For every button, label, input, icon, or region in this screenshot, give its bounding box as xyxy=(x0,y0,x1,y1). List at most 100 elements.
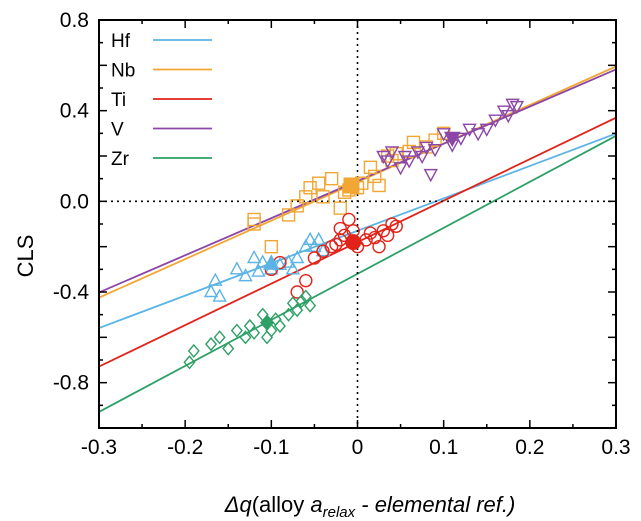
point-v xyxy=(423,168,438,183)
y-tick-label: 0.4 xyxy=(60,100,90,123)
x-axis-title-sub: relax xyxy=(323,504,356,521)
point-zr xyxy=(261,330,274,345)
point-zr xyxy=(187,343,200,359)
point-zr xyxy=(304,298,317,313)
point-hf xyxy=(208,272,223,286)
point-zr xyxy=(230,323,243,338)
point-nb xyxy=(385,153,399,168)
point-hf xyxy=(246,249,262,264)
y-tick-label: -0.8 xyxy=(53,372,89,395)
point-zr xyxy=(222,341,235,356)
point-ti xyxy=(333,221,347,236)
x-axis-title-rest: - elemental ref.) xyxy=(355,492,515,517)
point-zr xyxy=(273,318,286,334)
x-tick-label: 0.3 xyxy=(601,436,630,459)
y-tick-label: 0.0 xyxy=(60,190,89,213)
point-hf xyxy=(285,261,301,275)
y-axis-title: CLS xyxy=(13,235,38,278)
point-v xyxy=(402,155,417,169)
x-axis-title-a: a xyxy=(310,492,322,517)
x-tick-label: 0.1 xyxy=(429,436,458,459)
legend: Hf Nb Ti V Zr xyxy=(111,31,212,170)
point-hf xyxy=(272,256,288,270)
point-nb xyxy=(368,169,382,184)
x-tick-label: -0.3 xyxy=(81,436,117,459)
point-v xyxy=(397,150,413,165)
point-hf xyxy=(212,288,227,302)
point-hf xyxy=(298,238,313,252)
point-ti xyxy=(307,251,322,265)
point-nb xyxy=(290,199,304,213)
point-ti xyxy=(329,237,343,252)
mean-markers xyxy=(259,131,461,331)
point-v xyxy=(376,150,391,165)
point-zr xyxy=(248,325,261,340)
point-nb xyxy=(406,135,421,150)
point-nb xyxy=(247,212,261,227)
point-nb xyxy=(324,171,339,186)
point-hf xyxy=(251,263,266,277)
x-axis-title: Δq(alloy arelax - elemental ref.) xyxy=(224,492,516,521)
reference-lines xyxy=(99,20,616,428)
point-v xyxy=(427,143,443,158)
x-tick-label: 0 xyxy=(352,436,364,459)
point-ti xyxy=(316,244,330,258)
point-hf xyxy=(307,238,322,252)
point-hf xyxy=(238,268,253,282)
mean-marker-ti xyxy=(345,234,362,251)
point-nb xyxy=(281,208,296,222)
point-v xyxy=(496,105,512,119)
mean-marker-nb xyxy=(343,177,360,194)
point-v xyxy=(380,155,395,169)
point-hf xyxy=(290,249,305,264)
point-zr xyxy=(183,355,196,370)
mean-marker-v xyxy=(443,131,461,148)
point-zr xyxy=(299,289,312,304)
point-v xyxy=(384,146,400,160)
axis-ticks: -0.3 -0.2 -0.1 0 0.1 0.2 0.3 0.8 0.4 0.0 -0.4 -0.8 xyxy=(53,9,631,459)
point-v xyxy=(414,150,430,165)
point-nb xyxy=(333,201,347,215)
point-v xyxy=(501,109,516,124)
point-ti xyxy=(372,239,386,254)
point-ti xyxy=(380,228,395,243)
point-nb xyxy=(264,239,279,254)
point-zr xyxy=(239,330,252,345)
legend-label-hf: Hf xyxy=(111,31,131,52)
point-nb xyxy=(372,178,386,193)
legend-label-nb: Nb xyxy=(111,61,135,82)
point-hf xyxy=(203,283,219,298)
point-zr xyxy=(204,337,218,352)
legend-label-zr: Zr xyxy=(111,149,130,170)
point-ti xyxy=(299,273,313,288)
point-hf xyxy=(229,261,245,275)
y-tick-label: -0.4 xyxy=(53,281,90,304)
point-nb xyxy=(303,181,317,195)
legend-label-ti: Ti xyxy=(111,90,126,111)
point-zr xyxy=(295,293,308,309)
x-tick-label: -0.2 xyxy=(167,436,203,459)
point-nb xyxy=(312,176,326,190)
mean-marker-hf xyxy=(262,254,280,270)
point-nb xyxy=(363,160,378,175)
point-v xyxy=(488,114,503,128)
x-tick-label: -0.1 xyxy=(253,436,289,459)
point-ti xyxy=(376,224,391,238)
mean-marker-zr xyxy=(259,314,275,331)
x-axis-title-prefix: Δq xyxy=(224,492,253,517)
point-v xyxy=(509,100,525,115)
point-zr xyxy=(291,303,304,318)
point-v xyxy=(479,123,494,137)
point-ti xyxy=(342,212,356,227)
point-v xyxy=(470,128,486,142)
point-hf xyxy=(302,231,318,246)
point-ti xyxy=(290,285,304,299)
point-ti xyxy=(389,219,403,233)
point-zr xyxy=(213,330,226,345)
point-ti xyxy=(363,226,378,240)
x-axis-title-text: (alloy xyxy=(252,492,311,517)
point-ti xyxy=(368,230,382,245)
point-v xyxy=(505,98,520,112)
point-hf xyxy=(255,254,270,268)
